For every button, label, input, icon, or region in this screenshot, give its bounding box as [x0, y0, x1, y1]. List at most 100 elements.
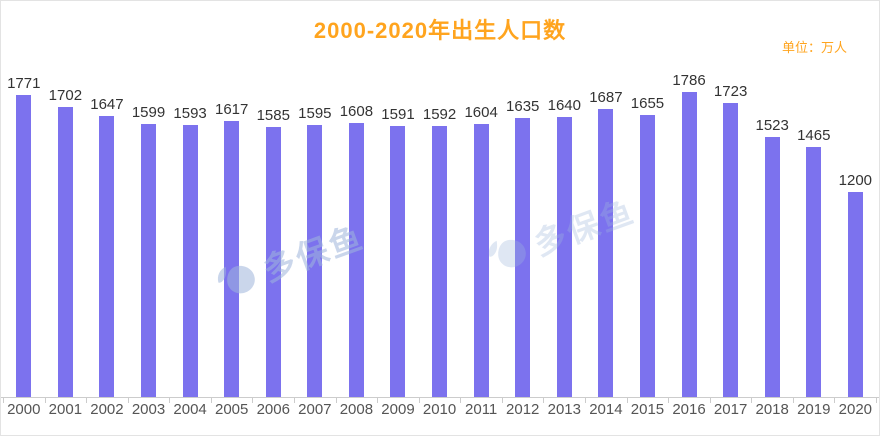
axis-tick — [626, 398, 628, 403]
bar[interactable] — [16, 95, 32, 397]
bar-value-label: 1591 — [381, 106, 415, 123]
bar-value-label: 1655 — [630, 95, 665, 112]
bar[interactable] — [182, 125, 198, 397]
bar[interactable] — [390, 126, 406, 397]
bar-value-label: 1635 — [506, 98, 540, 115]
axis-tick — [585, 398, 586, 403]
bar[interactable] — [307, 125, 323, 397]
bar-column: 1523 — [751, 56, 793, 397]
bar-value-label: 1593 — [173, 105, 207, 122]
bar-value-label: 1640 — [547, 97, 581, 114]
x-tick-label: 2014 — [589, 401, 623, 418]
unit-label: 单位：万人 — [781, 40, 847, 55]
axis-tick — [709, 398, 711, 403]
bar-column: 1200 — [835, 56, 877, 397]
axis-tick — [418, 398, 420, 403]
bar-value-label: 1599 — [131, 104, 166, 121]
bar[interactable] — [556, 117, 572, 397]
bar[interactable] — [141, 124, 157, 397]
x-tick-label: 2015 — [630, 401, 665, 418]
bar-value-label: 1595 — [298, 105, 332, 122]
bar-value-label: 1617 — [214, 101, 249, 118]
x-tick-label: 2011 — [465, 401, 498, 418]
bar-column: 1591 — [377, 56, 419, 397]
bar-column: 1687 — [585, 56, 627, 397]
axis-tick — [127, 398, 129, 403]
bar-column: 1723 — [710, 56, 752, 397]
axis-tick — [210, 398, 212, 403]
bar-column: 1647 — [86, 56, 128, 397]
plot-area: 1771 1702 1647 1599 1593 1617 1585 1595 1608 1591… — [3, 56, 876, 397]
x-tick-label: 2016 — [672, 401, 706, 418]
bar[interactable] — [348, 123, 364, 397]
axis-tick — [460, 398, 462, 403]
bar[interactable] — [99, 116, 115, 397]
x-tick-label: 2005 — [214, 401, 249, 418]
bar[interactable] — [515, 118, 531, 397]
x-tick-label: 2017 — [713, 401, 748, 418]
bar-value-label: 1523 — [755, 117, 789, 134]
bar-column: 1617 — [211, 56, 253, 397]
x-tick-label: 2006 — [256, 401, 290, 418]
axis-tick — [668, 398, 670, 403]
axis-tick — [3, 398, 4, 403]
bar-value-label: 1687 — [589, 89, 623, 106]
x-tick-label: 2013 — [547, 401, 581, 418]
bar-column: 1599 — [128, 56, 170, 397]
chart-title: 2000-2020年出生人口数 — [313, 18, 567, 43]
axis-tick — [252, 398, 254, 403]
axis-tick — [834, 398, 836, 403]
x-tick-label: 2018 — [755, 401, 789, 418]
bar-value-label: 1604 — [464, 104, 498, 121]
x-tick-label: 2019 — [797, 401, 831, 418]
bar[interactable] — [432, 126, 448, 397]
bar-column: 1640 — [544, 56, 586, 397]
axis-tick — [792, 398, 794, 403]
bar-value-label: 1723 — [713, 83, 748, 100]
bar-column: 1595 — [294, 56, 336, 397]
bar[interactable] — [806, 147, 822, 397]
bar-value-label: 1608 — [339, 103, 374, 120]
bar[interactable] — [723, 103, 739, 397]
bar-column: 1465 — [793, 56, 835, 397]
x-tick-label: 2003 — [131, 401, 166, 418]
bar-column: 1655 — [627, 56, 669, 397]
x-tick-label: 2010 — [422, 401, 457, 418]
bar-value-label: 1465 — [797, 127, 831, 144]
x-tick-label: 2008 — [339, 401, 374, 418]
bar[interactable] — [57, 107, 73, 397]
bar-column: 1593 — [169, 56, 211, 397]
axis-tick — [876, 398, 877, 403]
bar-column: 1702 — [45, 56, 87, 397]
x-tick-label: 2020 — [838, 401, 873, 418]
axis-tick — [86, 398, 88, 403]
bar[interactable] — [847, 192, 863, 397]
bar-column: 1771 — [3, 56, 45, 397]
bar-value-label: 1647 — [90, 96, 124, 113]
axis-tick — [501, 398, 503, 403]
bar-column: 1604 — [460, 56, 502, 397]
bar-column: 1592 — [419, 56, 461, 397]
bar[interactable] — [681, 92, 697, 397]
bar-column: 1585 — [252, 56, 294, 397]
bar[interactable] — [764, 137, 780, 397]
bar-value-label: 1592 — [422, 106, 457, 123]
axis-tick — [751, 398, 753, 403]
x-tick-label: 2012 — [506, 401, 540, 418]
x-tick-label: 2001 — [48, 401, 83, 418]
bar[interactable] — [473, 124, 489, 397]
axis-tick — [169, 398, 171, 403]
bar[interactable] — [598, 109, 614, 397]
axis-tick — [543, 398, 545, 403]
bar[interactable] — [639, 115, 655, 397]
x-axis-labels: 2000 2001 2002 2003 2004 2005 2006 2007 2008 2009… — [3, 401, 876, 418]
axis-tick — [294, 398, 295, 403]
bar-value-label: 1786 — [672, 72, 706, 89]
x-tick-label: 2000 — [7, 401, 41, 418]
bar[interactable] — [265, 127, 281, 397]
bar-value-label: 1200 — [838, 172, 873, 189]
bar[interactable] — [224, 121, 240, 397]
bar-column: 1786 — [668, 56, 710, 397]
x-tick-label: 2002 — [90, 401, 124, 418]
